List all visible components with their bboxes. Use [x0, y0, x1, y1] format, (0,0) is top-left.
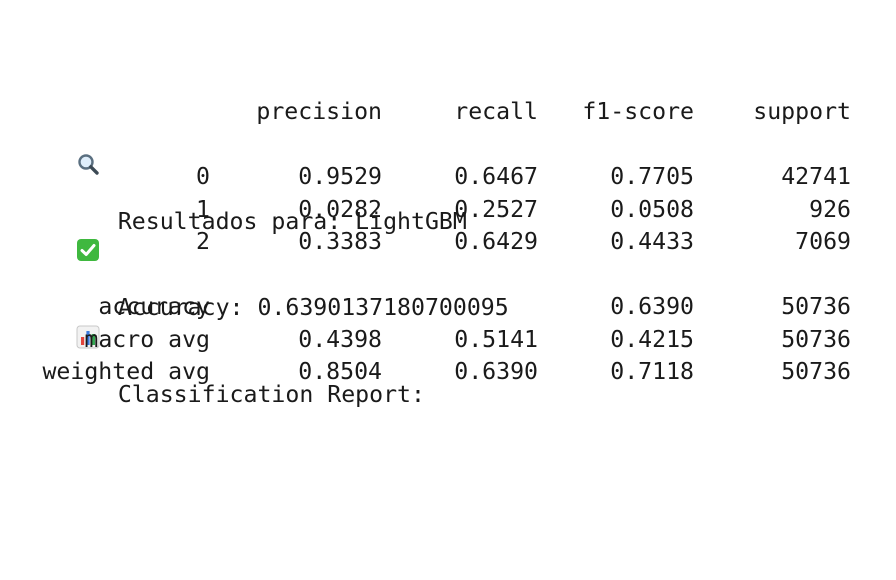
bar-chart-icon: [76, 260, 104, 349]
precision-cell: 0.0282: [298, 196, 382, 223]
f1-cell: 0.4433: [610, 228, 694, 255]
table-row: accuracy 0.6390 50736: [0, 291, 896, 323]
recall-cell: 0.6429: [454, 228, 538, 255]
recall-cell: 0.2527: [454, 196, 538, 223]
column-header-f1-score: f1-score: [582, 98, 694, 125]
row-label: 1: [196, 196, 210, 223]
f1-cell: 0.6390: [610, 293, 694, 320]
table-row: 0 0.9529 0.6467 0.7705 42741: [0, 161, 896, 193]
table-row: 1 0.0282 0.2527 0.0508 926: [0, 194, 896, 226]
support-cell: 50736: [781, 358, 851, 385]
support-cell: 7069: [795, 228, 851, 255]
precision-cell: 0.4398: [298, 326, 382, 353]
precision-cell: 0.9529: [298, 163, 382, 190]
support-cell: 42741: [781, 163, 851, 190]
recall-cell: 0.6390: [454, 358, 538, 385]
row-label: 0: [196, 163, 210, 190]
recall-cell: 0.6467: [454, 163, 538, 190]
table-row: macro avg 0.4398 0.5141 0.4215 50736: [0, 324, 896, 356]
row-label: accuracy: [98, 293, 210, 320]
table-row: 2 0.3383 0.6429 0.4433 7069: [0, 226, 896, 258]
precision-cell: 0.8504: [298, 358, 382, 385]
column-header-precision: precision: [256, 98, 382, 125]
f1-cell: 0.4215: [610, 326, 694, 353]
results-header-line: Resultados para: LightGBM: [20, 54, 509, 234]
recall-cell: 0.5141: [454, 326, 538, 353]
results-title: Resultados para: LightGBM: [117, 207, 467, 235]
f1-cell: 0.0508: [610, 196, 694, 223]
precision-cell: 0.3383: [298, 228, 382, 255]
table-row: weighted avg 0.8504 0.6390 0.7118 50736: [0, 356, 896, 388]
support-cell: 926: [809, 196, 851, 223]
row-label: macro avg: [84, 326, 210, 353]
f1-cell: 0.7118: [610, 358, 694, 385]
accuracy-line: Accuracy: 0.6390137180700095: [20, 141, 509, 321]
check-mark-icon: [76, 173, 104, 262]
f1-cell: 0.7705: [610, 163, 694, 190]
support-cell: 50736: [781, 326, 851, 353]
accuracy-text: Accuracy: 0.6390137180700095: [117, 293, 509, 321]
row-label: 2: [196, 228, 210, 255]
row-label: weighted avg: [42, 358, 210, 385]
support-cell: 50736: [781, 293, 851, 320]
column-header-support: support: [753, 98, 851, 125]
table-header-row: precision recall f1-score support: [0, 96, 896, 128]
column-header-recall: recall: [454, 98, 538, 125]
magnifier-icon: [76, 87, 104, 175]
